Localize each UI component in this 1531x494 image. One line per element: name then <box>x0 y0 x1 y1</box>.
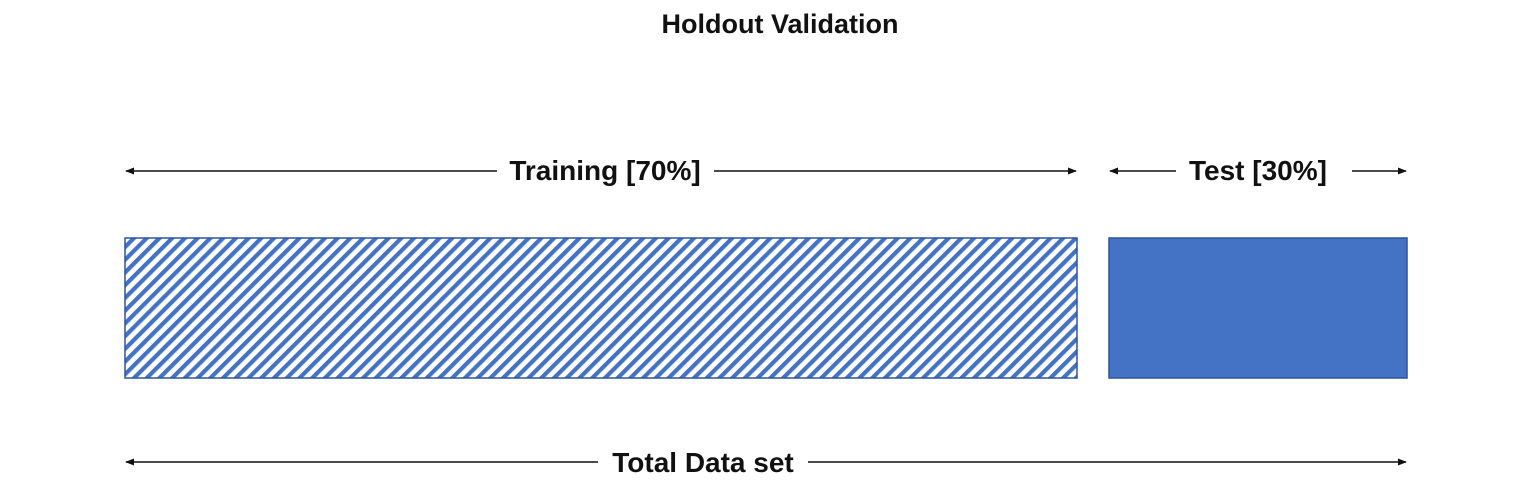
training-block <box>124 237 1078 379</box>
diagram-title: Holdout Validation <box>662 9 899 39</box>
training-label: Training [70%] <box>509 155 700 186</box>
total-dataset-label: Total Data set <box>612 447 794 478</box>
test-block <box>1108 237 1408 379</box>
test-label: Test [30%] <box>1189 155 1327 186</box>
